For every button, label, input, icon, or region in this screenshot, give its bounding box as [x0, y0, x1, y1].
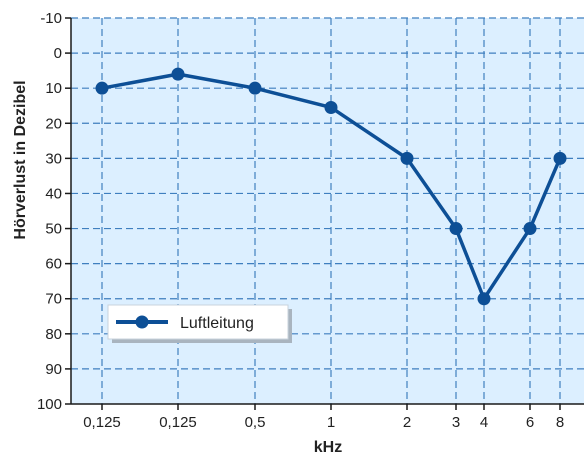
series-luftleitung [95, 67, 567, 306]
legend-label: Luftleitung [180, 315, 254, 332]
y-tick-label: 100 [37, 396, 62, 413]
y-tick-label: 40 [45, 185, 62, 202]
y-tick-label: 0 [54, 45, 62, 62]
x-axis-title: kHz [314, 439, 342, 456]
legend: Luftleitung [107, 304, 292, 343]
data-point [248, 81, 262, 95]
plot-background [71, 18, 584, 404]
data-point [449, 222, 463, 236]
axes [65, 17, 584, 410]
data-point [400, 151, 414, 165]
data-point [553, 151, 567, 165]
data-point [477, 292, 491, 306]
y-tick-label: 10 [45, 80, 62, 97]
y-tick-label: 70 [45, 291, 62, 308]
y-tick-labels: -10 0 10 20 30 40 50 60 70 80 90 100 [37, 10, 62, 413]
y-tick-label: 20 [45, 115, 62, 132]
y-axis-title: Hörverlust in Dezibel [12, 80, 29, 239]
y-tick-label: 30 [45, 150, 62, 167]
x-tick-label: 8 [556, 414, 564, 431]
x-tick-label: 2 [403, 414, 411, 431]
x-tick-labels: 0,125 0,125 0,5 1 2 3 4 6 8 [83, 414, 564, 431]
x-tick-label: 0,125 [83, 414, 121, 431]
x-tick-label: 6 [526, 414, 534, 431]
data-point [324, 100, 338, 114]
x-tick-label: 0,5 [245, 414, 266, 431]
y-tick-label: 50 [45, 221, 62, 238]
y-tick-label: 90 [45, 361, 62, 378]
data-point [171, 67, 185, 81]
x-tick-label: 1 [327, 414, 335, 431]
legend-marker [135, 315, 149, 329]
y-tick-label: -10 [40, 10, 62, 27]
x-tick-label: 0,125 [159, 414, 197, 431]
y-tick-label: 80 [45, 326, 62, 343]
x-tick-label: 3 [452, 414, 460, 431]
data-point [95, 81, 109, 95]
y-tick-label: 60 [45, 256, 62, 273]
data-point [523, 222, 537, 236]
x-tick-label: 4 [480, 414, 488, 431]
